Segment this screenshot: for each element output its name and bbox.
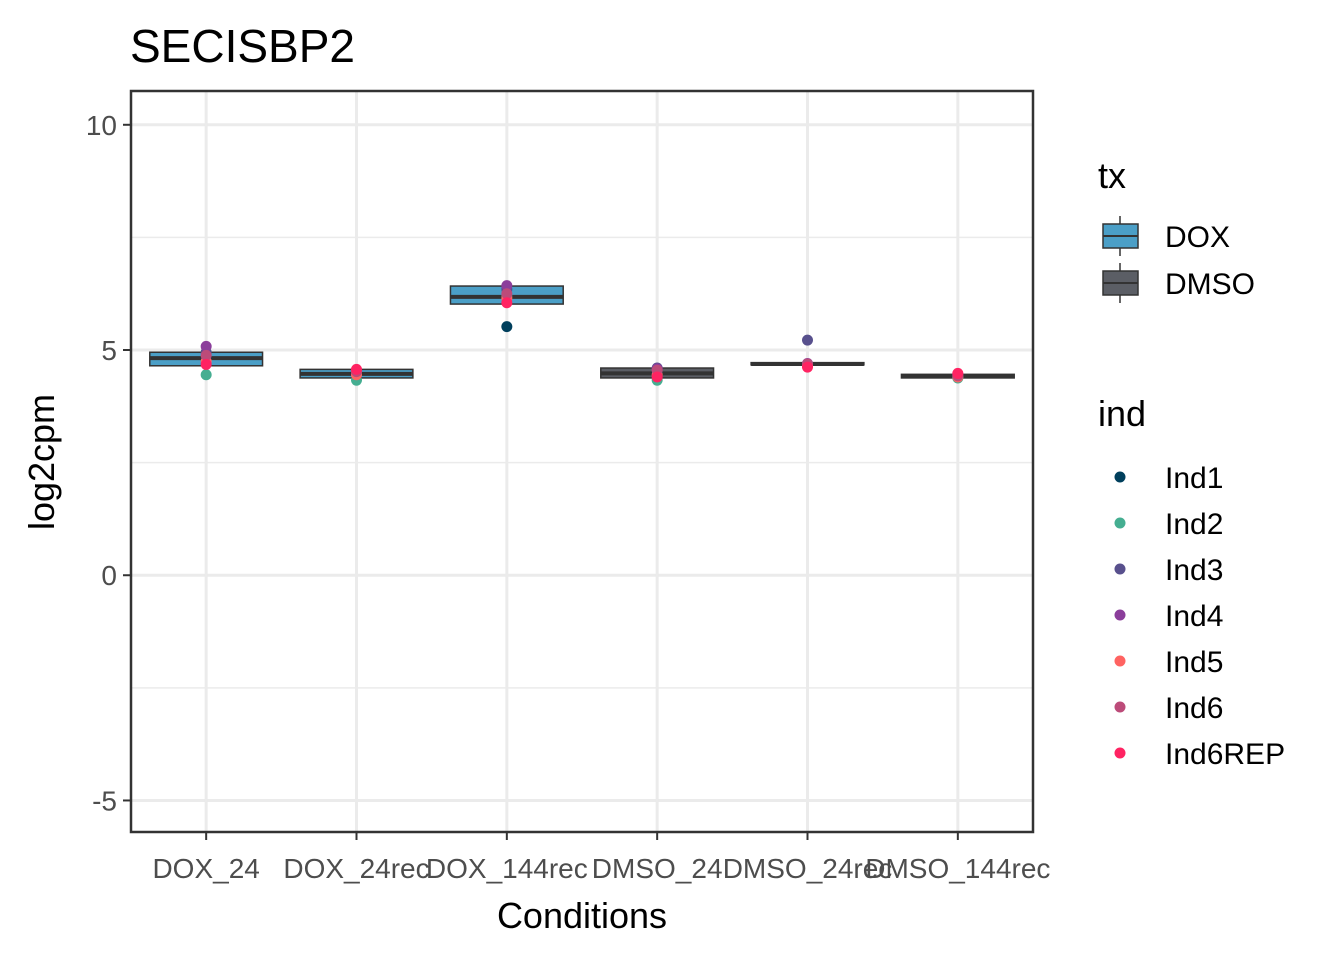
legend-key-point — [1114, 701, 1126, 713]
point-Ind3 — [802, 334, 813, 346]
legend-tx-item: DMSO — [1102, 263, 1255, 303]
legend-ind-title: ind — [1098, 393, 1146, 434]
y-tick-label: 10 — [86, 110, 117, 141]
point-Ind1 — [501, 321, 513, 333]
legend-ind-item: Ind1 — [1114, 462, 1223, 495]
legend-key-point — [1114, 655, 1126, 667]
point-Ind4 — [200, 340, 212, 352]
point-Ind4 — [501, 280, 513, 292]
plot-panel — [129, 89, 1035, 834]
legend-ind-label: Ind6REP — [1165, 738, 1285, 771]
x-tick-label: DMSO_24 — [592, 853, 723, 884]
legend-tx-label: DOX — [1165, 221, 1230, 254]
legend-key-point — [1114, 747, 1126, 759]
legend-tx-title: tx — [1098, 155, 1126, 196]
legend-ind-item: Ind3 — [1114, 554, 1223, 587]
legend-key-point — [1114, 609, 1126, 621]
point-Ind6 — [501, 288, 513, 300]
panel-border — [129, 89, 1035, 834]
x-tick-label: DOX_24rec — [283, 853, 429, 884]
legend-ind-item: Ind4 — [1114, 600, 1223, 633]
point-Ind6REP — [200, 358, 212, 370]
x-tick-label: DMSO_144rec — [865, 853, 1050, 884]
y-axis: -5 0 5 10 — [86, 110, 131, 816]
point-Ind6REP — [351, 363, 362, 375]
legend-key-point — [1114, 563, 1126, 575]
legend-ind-label: Ind1 — [1165, 462, 1223, 495]
legend-ind-label: Ind5 — [1165, 646, 1223, 679]
legend-ind-label: Ind3 — [1165, 554, 1223, 587]
legend-ind-label: Ind4 — [1165, 600, 1223, 633]
y-tick-label: 0 — [101, 560, 117, 591]
legend-tx-item: DOX — [1102, 216, 1230, 256]
x-tick-label: DOX_144rec — [426, 853, 588, 884]
legend-ind-label: Ind2 — [1165, 508, 1223, 541]
y-tick-label: 5 — [101, 335, 117, 366]
y-tick-label: -5 — [92, 785, 117, 816]
legend-tx-label: DMSO — [1165, 268, 1255, 301]
legend-key-point — [1114, 471, 1126, 483]
legend-ind-item: Ind6 — [1114, 692, 1223, 725]
legend-key-point — [1114, 517, 1126, 529]
legend-ind-label: Ind6 — [1165, 692, 1223, 725]
legend-ind-item: Ind6REP — [1114, 738, 1285, 771]
legend-ind-item: Ind5 — [1114, 646, 1223, 679]
legend-ind-item: Ind2 — [1114, 508, 1223, 541]
point-Ind6REP — [651, 371, 663, 383]
point-Ind6REP — [952, 367, 964, 379]
x-tick-label: DOX_24 — [152, 853, 259, 884]
point-Ind6 — [200, 349, 212, 361]
point-Ind2 — [200, 369, 212, 381]
point-Ind6REP — [501, 297, 513, 309]
chart-title: SECISBP2 — [130, 20, 355, 72]
y-axis-title: log2cpm — [21, 394, 62, 530]
legend-ind: ind Ind1 Ind2 Ind3 Ind4 Ind5 Ind6 Ind6REP — [1098, 393, 1285, 771]
x-tick-label: DMSO_24rec — [723, 853, 893, 884]
point-Ind6REP — [802, 361, 813, 373]
x-axis-title: Conditions — [497, 895, 667, 936]
legend-tx: tx DOX DMSO — [1098, 155, 1255, 303]
